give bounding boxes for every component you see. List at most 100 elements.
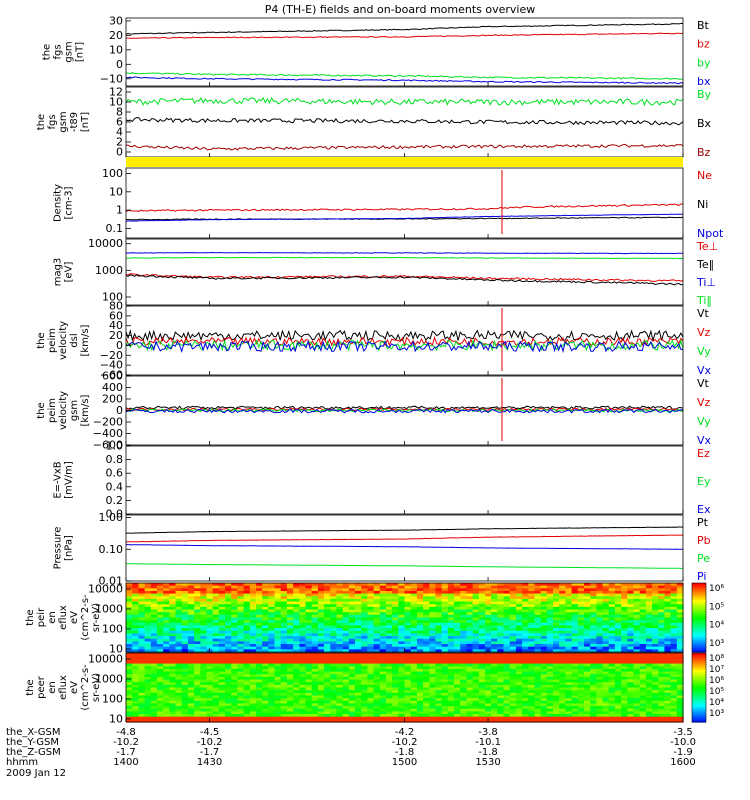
heatmap-cell (528, 596, 536, 600)
heatmap-cell (398, 636, 406, 640)
heatmap-cell (658, 622, 665, 627)
heatmap-cell (274, 644, 282, 648)
heatmap-cell (317, 646, 325, 650)
heatmap-cell (385, 609, 393, 613)
heatmap-cell (317, 690, 325, 694)
heatmap-cell (478, 666, 486, 670)
heatmap-cell (676, 628, 684, 632)
heatmap-cell (392, 668, 399, 673)
heatmap-cell (256, 671, 263, 675)
heatmap-cell (472, 692, 480, 697)
heatmap-cell (621, 676, 628, 681)
heatmap-cell (454, 668, 461, 673)
heatmap-cell (590, 591, 597, 595)
heatmap-cell (633, 690, 641, 694)
heatmap-cell (317, 658, 325, 662)
heatmap-cell (652, 666, 659, 670)
heatmap-cell (509, 625, 517, 629)
y-tick-label: 0 (116, 404, 123, 417)
heatmap-cell (509, 695, 517, 699)
heatmap-cell (175, 658, 183, 662)
heatmap-cell (509, 583, 517, 587)
colorbar-cell (692, 665, 706, 668)
heatmap-cell (256, 641, 263, 645)
heatmap-cell (664, 663, 672, 667)
heatmap-cell (466, 698, 474, 702)
heatmap-cell (379, 583, 387, 587)
heatmap-cell (429, 638, 437, 642)
heatmap-cell (485, 622, 492, 627)
heatmap-cell (187, 666, 195, 670)
heatmap-cell (577, 666, 585, 670)
heatmap-cell (584, 614, 591, 619)
heatmap-cell (441, 700, 449, 705)
heatmap-cell (478, 646, 486, 650)
heatmap-cell (206, 658, 214, 662)
heatmap-cell (249, 687, 257, 691)
heatmap-cell (565, 649, 573, 653)
heatmap-cell (200, 700, 208, 705)
heatmap-cell (280, 649, 288, 653)
heatmap-cell (645, 661, 653, 665)
heatmap-cell (584, 703, 591, 707)
heatmap-cell (299, 690, 307, 694)
heatmap-cell (621, 655, 628, 659)
heatmap-cell (293, 674, 300, 678)
heatmap-cell (664, 625, 672, 629)
heatmap-cell (404, 588, 412, 592)
heatmap-cell (441, 698, 449, 702)
heatmap-cell (342, 714, 350, 718)
heatmap-cell (342, 628, 350, 632)
heatmap-cell (429, 668, 437, 673)
heatmap-cell (268, 588, 276, 592)
heatmap-cell (336, 638, 344, 642)
heatmap-cell (274, 671, 282, 675)
heatmap-cell (472, 593, 480, 597)
heatmap-cell (553, 671, 560, 675)
heatmap-cell (348, 646, 356, 650)
heatmap-cell (565, 638, 573, 642)
heatmap-cell (571, 663, 579, 667)
heatmap-cell (280, 612, 288, 616)
heatmap-cell (602, 593, 610, 597)
heatmap-cell (126, 596, 133, 600)
y-axis-label: -t89 (69, 112, 80, 132)
heatmap-cell (317, 668, 325, 673)
heatmap-cell (429, 698, 437, 702)
heatmap-cell (515, 614, 523, 619)
heatmap-cell (540, 655, 548, 659)
heatmap-cell (150, 638, 158, 642)
heatmap-cell (385, 708, 393, 712)
heatmap-cell (361, 666, 368, 670)
heatmap-cell (126, 663, 133, 667)
heatmap-cell (546, 633, 554, 637)
heatmap-cell (231, 655, 238, 659)
heatmap-cell (132, 617, 139, 621)
heatmap-cell (132, 714, 139, 718)
heatmap-cell (305, 606, 313, 611)
heatmap-cell (658, 714, 665, 718)
heatmap-cell (614, 588, 622, 592)
heatmap-cell (472, 687, 480, 691)
heatmap-cell (200, 641, 208, 645)
heatmap-cell (608, 646, 616, 650)
heatmap-cell (212, 716, 220, 720)
heatmap-cell (138, 596, 146, 600)
heatmap-cell (546, 676, 554, 681)
heatmap-cell (187, 606, 195, 611)
heatmap-cell (150, 622, 158, 627)
heatmap-cell (262, 583, 269, 587)
heatmap-cell (485, 711, 492, 715)
heatmap-cell (546, 638, 554, 642)
heatmap-cell (664, 596, 672, 600)
heatmap-cell (590, 674, 597, 678)
heatmap-cell (534, 646, 542, 650)
heatmap-cell (584, 690, 591, 694)
heatmap-cell (379, 636, 387, 640)
heatmap-cell (379, 687, 387, 691)
heatmap-cell (262, 714, 269, 718)
heatmap-cell (553, 583, 560, 587)
y-tick-label: 10 (109, 43, 123, 56)
heatmap-cell (243, 628, 251, 632)
heatmap-cell (237, 604, 245, 608)
